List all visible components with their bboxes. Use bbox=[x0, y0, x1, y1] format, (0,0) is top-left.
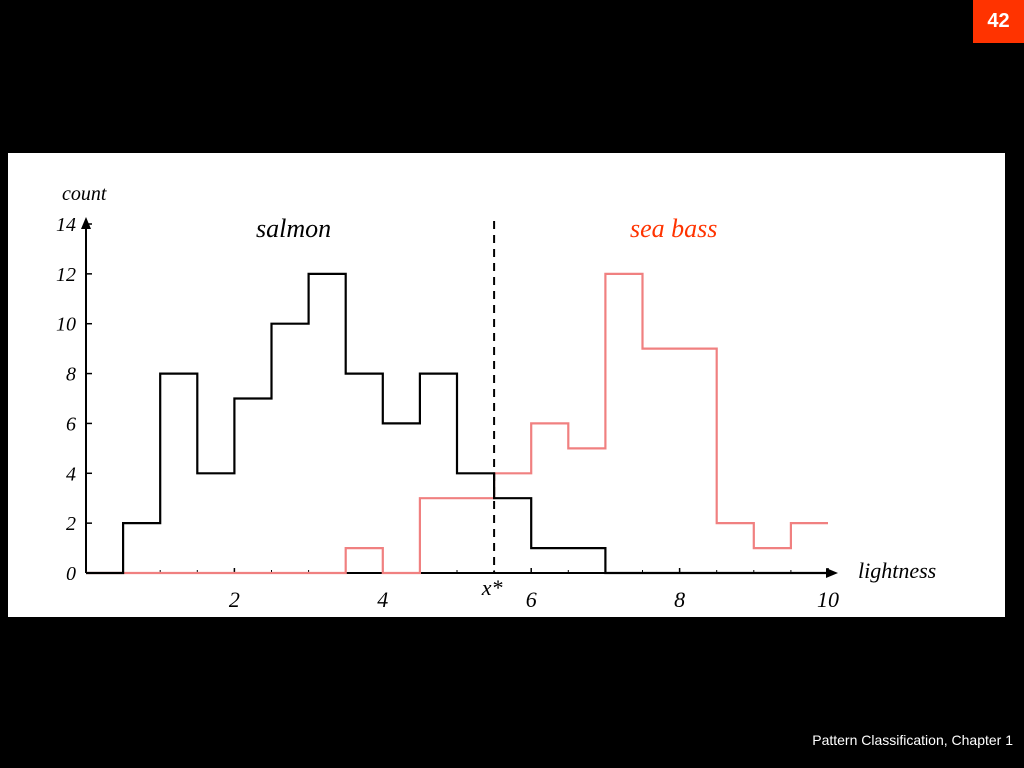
series-sea-bass-step-line bbox=[86, 272, 828, 575]
x-tick-label: 4 bbox=[377, 587, 388, 612]
x-axis-label: lightness bbox=[858, 558, 936, 583]
series-salmon-step-line bbox=[86, 272, 828, 575]
x-tick-label: 2 bbox=[229, 587, 240, 612]
y-tick-label: 10 bbox=[56, 314, 76, 336]
y-axis-arrow bbox=[81, 217, 91, 229]
y-tick-label: 6 bbox=[66, 413, 76, 435]
y-tick-label: 8 bbox=[66, 364, 76, 386]
x-tick-label: 10 bbox=[817, 587, 839, 612]
y-ticks: 0 2 4 6 8 10 12 14 bbox=[56, 214, 92, 585]
lightness-histogram-chart: 0 2 4 6 8 10 12 14 2 4 6 8 10 x* count lightness sa… bbox=[56, 183, 936, 612]
series-label-sea-bass: sea bass bbox=[630, 214, 717, 243]
histogram-figure: 0 2 4 6 8 10 12 14 2 4 6 8 10 x* count lightness sa… bbox=[8, 153, 1005, 617]
y-tick-label: 0 bbox=[66, 563, 76, 585]
footer-caption: Pattern Classification, Chapter 1 bbox=[812, 732, 1013, 748]
series-label-salmon: salmon bbox=[256, 214, 331, 243]
x-tick-label: 6 bbox=[526, 587, 537, 612]
page-number-badge: 42 bbox=[973, 0, 1024, 43]
histogram-series bbox=[86, 272, 828, 575]
y-tick-label: 12 bbox=[56, 264, 76, 286]
x-axis-arrow bbox=[826, 568, 838, 578]
y-tick-label: 2 bbox=[66, 513, 76, 535]
y-tick-label: 4 bbox=[66, 463, 76, 485]
threshold-label: x* bbox=[481, 575, 503, 600]
x-ticks: 2 4 6 8 10 bbox=[229, 568, 839, 612]
x-tick-label: 8 bbox=[674, 587, 685, 612]
y-axis-label: count bbox=[62, 183, 107, 205]
y-tick-label: 14 bbox=[56, 214, 76, 236]
